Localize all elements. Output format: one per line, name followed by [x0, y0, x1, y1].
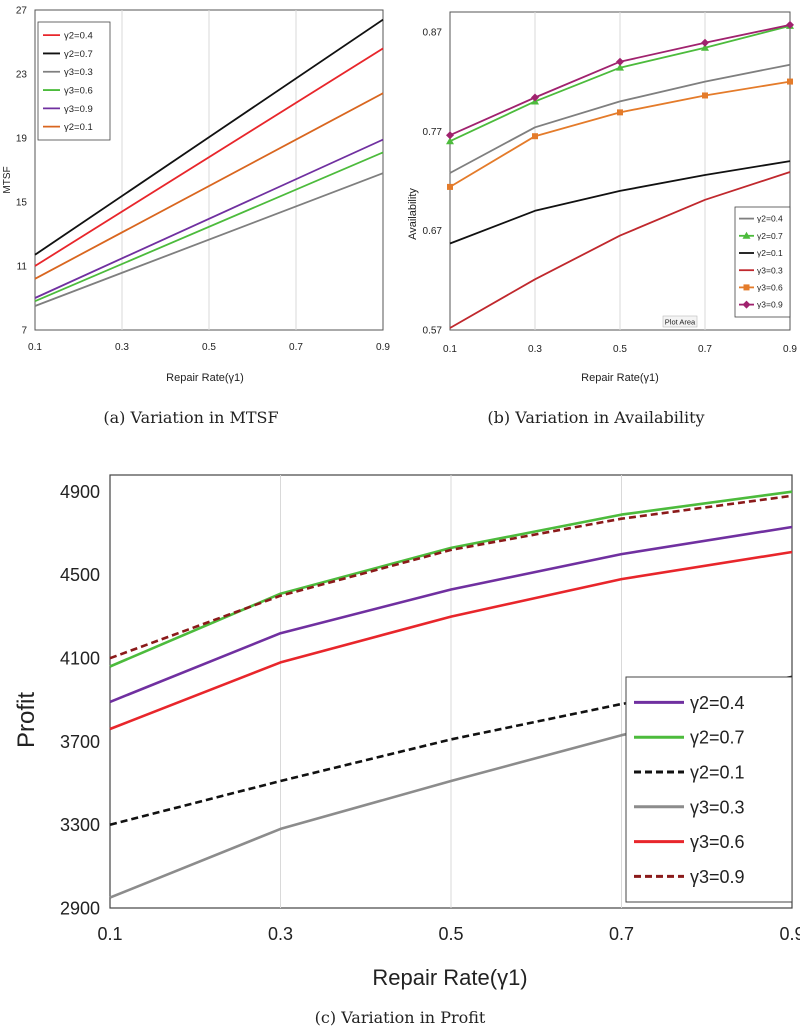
- availability-legend-label-2: γ2=0.1: [757, 248, 783, 258]
- availability-marks: 0.1 0.3 0.5 0.7 0.9 0.57 0.67 0.77 0.87 γ2=0.4 γ2=…: [423, 12, 797, 355]
- profit-series-line-5: [109, 494, 793, 660]
- availability-series-1-point: [701, 43, 709, 51]
- profit-x-tick-label: 0.1: [97, 924, 122, 944]
- availability-legend-label-1: γ2=0.7: [757, 231, 783, 241]
- mtsf-series-line-5: [34, 92, 384, 280]
- availability-series-4-point: [617, 109, 623, 116]
- mtsf-y-tick-label: 27: [16, 6, 28, 17]
- availability-x-tick-label: 0.7: [698, 344, 712, 355]
- caption-profit: (c) Variation in Profit: [315, 1008, 486, 1027]
- availability-legend-label-4: γ3=0.6: [757, 282, 783, 292]
- availability-legend-marker-5: [742, 300, 751, 309]
- mtsf-legend-box: [37, 21, 111, 141]
- profit-x-tick-label: 0.7: [609, 924, 634, 944]
- caption-mtsf: (a) Variation in MTSF: [103, 408, 278, 427]
- profit-marks: 0.1 0.3 0.5 0.7 0.9 2900 3300 3700 4100 4500 4900 γ…: [60, 475, 800, 944]
- profit-legend-label-5: γ3=0.9: [690, 867, 745, 887]
- availability-series-1-point: [446, 137, 454, 145]
- mtsf-legend-label-1: γ2=0.7: [64, 49, 93, 60]
- availability-series-5-point: [701, 38, 709, 47]
- mtsf-x-tick-label: 0.3: [115, 342, 129, 353]
- profit-series-line-1: [109, 490, 793, 668]
- plot-area-tooltip-text: Plot Area: [665, 318, 696, 327]
- profit-x-tick-label: 0.5: [438, 924, 463, 944]
- availability-series-5-point: [616, 57, 624, 66]
- mtsf-legend-label-2: γ3=0.3: [64, 67, 93, 78]
- availability-series-4-point: [532, 133, 538, 140]
- mtsf-series-line-0: [34, 47, 384, 267]
- mtsf-legend-label-0: γ2=0.4: [64, 31, 93, 42]
- mtsf-x-tick-label: 0.1: [28, 342, 42, 353]
- mtsf-x-axis-label: Repair Rate(γ1): [166, 372, 244, 384]
- mtsf-series-line-3: [34, 151, 384, 303]
- availability-y-tick-label: 0.57: [423, 326, 443, 337]
- availability-y-tick-label: 0.87: [423, 27, 443, 38]
- availability-series-5-point: [531, 93, 539, 102]
- profit-y-tick-label: 2900: [60, 898, 100, 918]
- mtsf-x-tick-label: 0.5: [202, 342, 216, 353]
- mtsf-series-line-4: [34, 138, 384, 299]
- profit-x-axis-label: Repair Rate(γ1): [372, 965, 527, 990]
- availability-y-tick-label: 0.67: [423, 226, 443, 237]
- profit-x-tick-label: 0.9: [779, 924, 800, 944]
- profit-x-tick-label: 0.3: [268, 924, 293, 944]
- profit-y-tick-label: 3300: [60, 815, 100, 835]
- mtsf-series-line-2: [34, 172, 384, 307]
- availability-x-tick-label: 0.3: [528, 344, 542, 355]
- profit-y-tick-label: 4900: [60, 482, 100, 502]
- availability-legend-box: [734, 206, 791, 318]
- availability-legend-marker-1: [742, 231, 751, 239]
- profit-legend-label-4: γ3=0.6: [690, 832, 745, 852]
- availability-series-4-point: [447, 183, 453, 190]
- profit-y-tick-label: 3700: [60, 732, 100, 752]
- availability-x-axis-label: Repair Rate(γ1): [581, 372, 659, 384]
- availability-y-tick-label: 0.77: [423, 127, 443, 138]
- mtsf-marks: 0.1 0.3 0.5 0.7 0.9 7 11 15 19 23 27 γ2=0.4 γ2=0.7 γ3…: [16, 6, 391, 354]
- mtsf-x-tick-label: 0.9: [376, 342, 390, 353]
- availability-series-line-0: [449, 63, 791, 174]
- availability-series-5-point: [446, 131, 454, 140]
- availability-y-axis-label: Availability: [407, 188, 419, 240]
- mtsf-series-line-1: [34, 18, 384, 256]
- profit-y-tick-label: 4100: [60, 648, 100, 668]
- mtsf-y-tick-label: 15: [16, 198, 28, 209]
- profit-series-line-0: [109, 525, 793, 704]
- availability-series-line-3: [449, 171, 791, 329]
- plot-area-tooltip: [662, 315, 698, 328]
- availability-legend-label-0: γ2=0.4: [757, 214, 783, 224]
- availability-series-1-point: [616, 63, 624, 71]
- profit-legend-label-2: γ2=0.1: [690, 762, 745, 782]
- mtsf-y-tick-label: 19: [16, 134, 28, 145]
- availability-chart: Repair Rate(γ1) Availability Plot Area: [407, 11, 791, 384]
- profit-legend-label-3: γ3=0.3: [690, 797, 745, 817]
- availability-series-4-point: [702, 92, 708, 99]
- mtsf-legend-label-3: γ3=0.6: [64, 85, 93, 96]
- caption-availability: (b) Variation in Availability: [487, 408, 704, 427]
- profit-y-tick-label: 4500: [60, 565, 100, 585]
- profit-legend-label-0: γ2=0.4: [690, 693, 745, 713]
- availability-x-tick-label: 0.5: [613, 344, 627, 355]
- profit-legend-label-1: γ2=0.7: [690, 728, 745, 748]
- mtsf-legend-label-5: γ2=0.1: [64, 122, 93, 133]
- mtsf-x-tick-label: 0.7: [289, 342, 303, 353]
- profit-legend-box: [625, 676, 793, 903]
- availability-legend-label-3: γ3=0.3: [757, 265, 783, 275]
- availability-legend-label-5: γ3=0.9: [757, 300, 783, 310]
- availability-series-4-point: [787, 78, 793, 85]
- availability-legend-marker-4: [743, 284, 750, 291]
- mtsf-y-tick-label: 7: [21, 326, 27, 337]
- mtsf-y-tick-label: 23: [16, 70, 28, 81]
- mtsf-y-tick-label: 11: [17, 262, 28, 273]
- availability-series-5-point: [786, 20, 794, 29]
- mtsf-legend-label-4: γ3=0.9: [64, 104, 93, 115]
- profit-series-line-4: [109, 550, 793, 731]
- availability-x-tick-label: 0.1: [443, 344, 457, 355]
- availability-x-tick-label: 0.9: [783, 344, 797, 355]
- availability-series-line-2: [449, 160, 791, 245]
- mtsf-y-axis-label: MTSF: [2, 166, 13, 193]
- profit-y-axis-label: Profit: [13, 692, 40, 748]
